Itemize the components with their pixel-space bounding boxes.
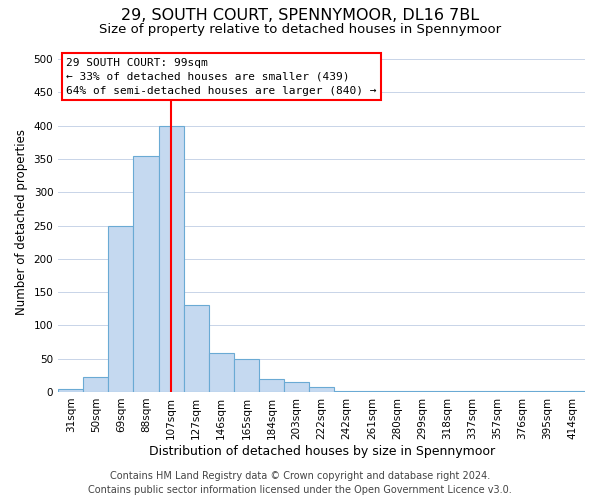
Bar — [58, 388, 83, 392]
Bar — [460, 390, 485, 392]
Bar — [359, 390, 385, 392]
Bar — [309, 386, 334, 392]
Bar — [259, 378, 284, 392]
Bar — [560, 390, 585, 392]
Bar — [109, 226, 133, 392]
Bar — [209, 354, 234, 392]
Bar — [510, 390, 535, 392]
Bar — [334, 390, 359, 392]
Bar — [284, 382, 309, 392]
Bar — [158, 126, 184, 392]
Bar — [409, 390, 434, 392]
Text: 29 SOUTH COURT: 99sqm
← 33% of detached houses are smaller (439)
64% of semi-det: 29 SOUTH COURT: 99sqm ← 33% of detached … — [66, 58, 377, 96]
Bar — [133, 156, 158, 392]
Y-axis label: Number of detached properties: Number of detached properties — [15, 129, 28, 315]
Bar — [535, 390, 560, 392]
Bar — [385, 390, 409, 392]
Text: Contains HM Land Registry data © Crown copyright and database right 2024.
Contai: Contains HM Land Registry data © Crown c… — [88, 471, 512, 495]
Bar — [184, 306, 209, 392]
X-axis label: Distribution of detached houses by size in Spennymoor: Distribution of detached houses by size … — [149, 444, 494, 458]
Bar — [434, 390, 460, 392]
Bar — [234, 358, 259, 392]
Text: Size of property relative to detached houses in Spennymoor: Size of property relative to detached ho… — [99, 22, 501, 36]
Bar — [83, 376, 109, 392]
Bar — [485, 390, 510, 392]
Text: 29, SOUTH COURT, SPENNYMOOR, DL16 7BL: 29, SOUTH COURT, SPENNYMOOR, DL16 7BL — [121, 8, 479, 22]
